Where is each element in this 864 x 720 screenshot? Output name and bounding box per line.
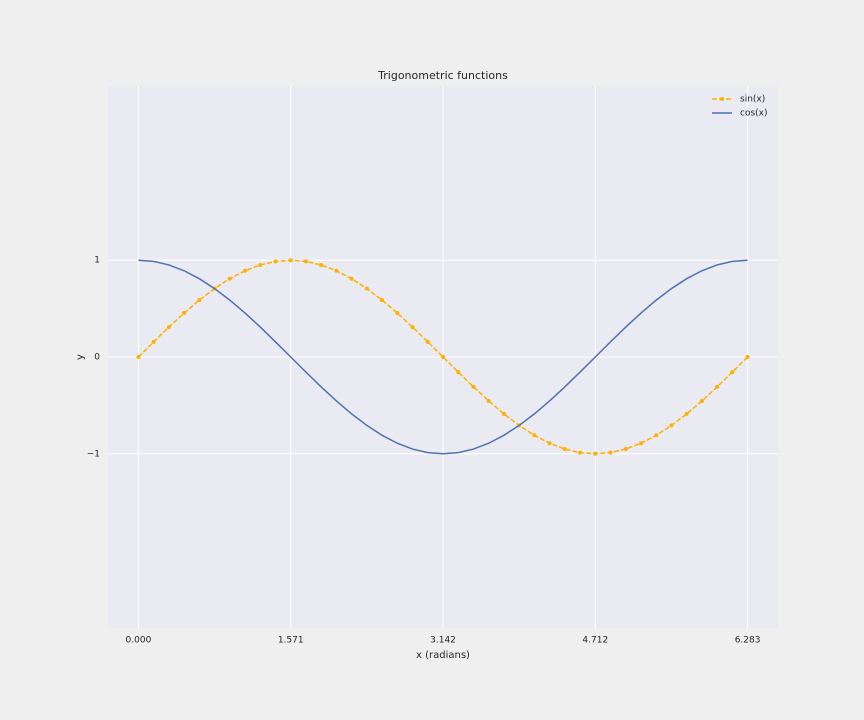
marker	[715, 384, 720, 389]
marker	[243, 268, 248, 273]
marker	[578, 450, 583, 455]
marker	[303, 259, 308, 264]
marker	[182, 311, 187, 316]
legend-marker	[720, 97, 724, 101]
marker	[639, 441, 644, 446]
legend-label: cos(x)	[740, 109, 768, 119]
marker	[349, 276, 354, 281]
marker	[364, 286, 369, 291]
marker	[608, 450, 613, 455]
line	[138, 259, 748, 455]
marker	[227, 276, 232, 281]
marker	[197, 298, 202, 303]
y-axis-label: y	[75, 354, 86, 360]
marker	[136, 355, 141, 359]
marker	[669, 423, 674, 428]
marker	[486, 398, 491, 403]
x-tick-label: 4.712	[582, 636, 608, 646]
marker	[425, 339, 430, 344]
marker	[684, 411, 689, 416]
marker	[273, 259, 278, 264]
y-tick-label: −1	[87, 449, 100, 459]
marker	[547, 441, 552, 446]
x-tick-label: 1.571	[278, 636, 304, 646]
marker	[395, 311, 400, 316]
marker	[623, 447, 628, 452]
y-tick-label: 0	[94, 353, 100, 363]
marker	[471, 384, 476, 389]
marker	[593, 451, 598, 456]
marker	[380, 298, 385, 303]
marker	[441, 355, 446, 359]
marker	[654, 433, 659, 438]
y-tick-label: 1	[94, 256, 100, 266]
marker	[456, 370, 461, 375]
marker	[501, 411, 506, 416]
marker	[288, 258, 293, 263]
marker	[562, 447, 567, 452]
marker	[334, 268, 339, 273]
x-tick-label: 3.142	[430, 636, 456, 646]
marker	[151, 339, 156, 344]
marker	[319, 262, 324, 267]
marker	[166, 325, 171, 330]
marker	[258, 262, 263, 267]
chart-title: Trigonometric functions	[377, 69, 508, 82]
marker	[699, 398, 704, 403]
marker	[532, 433, 537, 438]
x-axis-label: x (radians)	[416, 650, 470, 661]
x-tick-label: 0.000	[126, 636, 152, 646]
legend-label: sin(x)	[740, 95, 765, 105]
marker	[410, 325, 415, 330]
x-tick-label: 6.283	[735, 636, 761, 646]
marker	[730, 370, 735, 375]
marker	[745, 355, 750, 359]
